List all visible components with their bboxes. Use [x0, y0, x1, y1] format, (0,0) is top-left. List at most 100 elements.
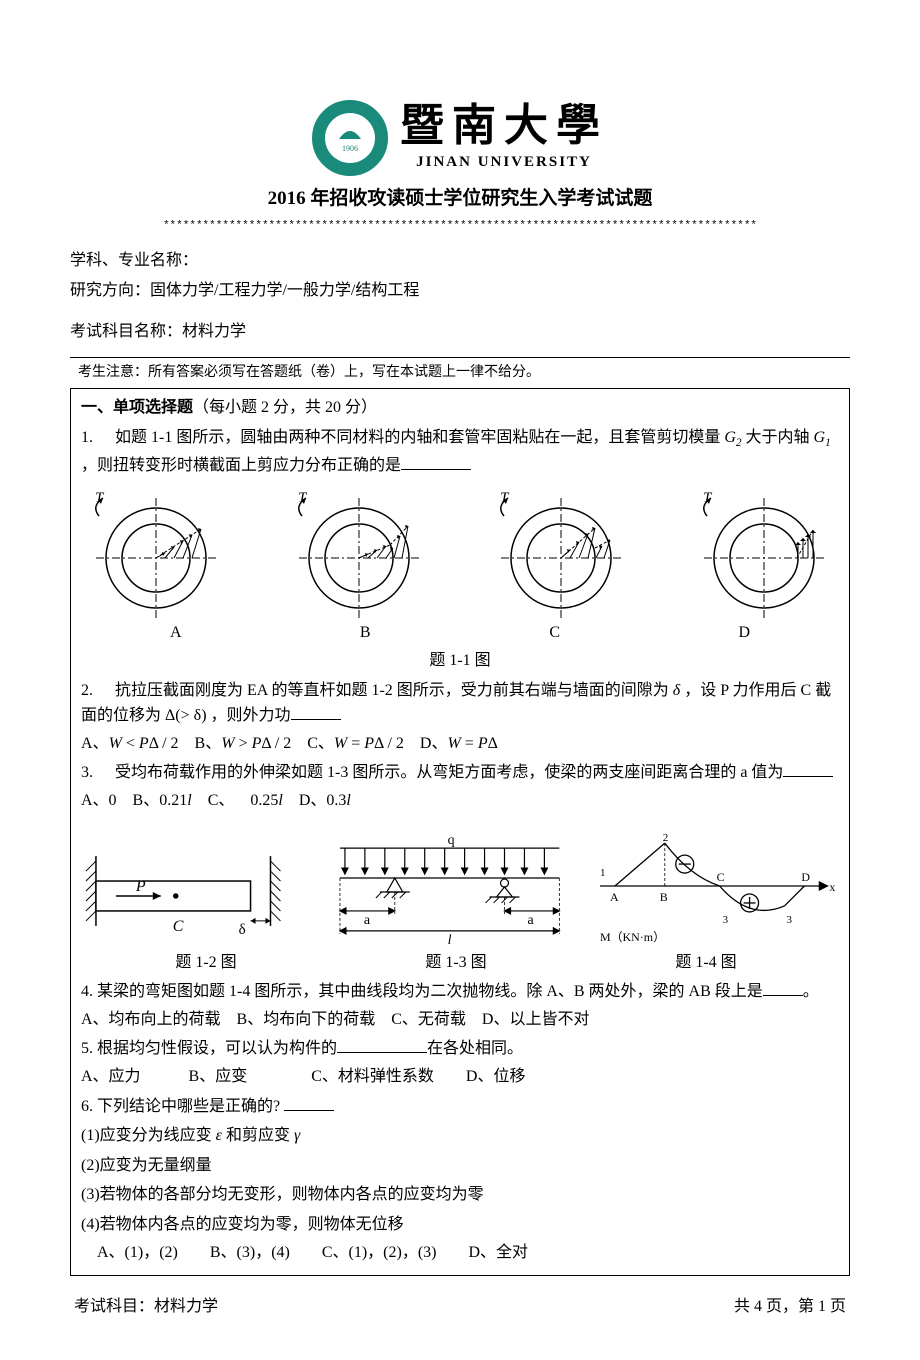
q3-num: 3. [81, 760, 111, 786]
q6-s1-a: (1)应变分为线应变 [81, 1127, 212, 1144]
q1-num: 1. [81, 425, 111, 451]
cap-1-2: 题 1-2 图 [81, 950, 331, 976]
svg-text:x: x [829, 880, 835, 894]
course-value: 材料力学 [182, 323, 246, 340]
section-1-title-rest: （每小题 2 分，共 20 分） [193, 399, 377, 416]
direction-label: 研究方向： [70, 282, 150, 299]
university-name-cn: 暨南大學 [400, 102, 608, 150]
q4-blank [763, 980, 803, 996]
course-line: 考试科目名称：材料力学 [70, 319, 850, 345]
q1-g2: G2 [724, 429, 741, 446]
q1-fig-a: T [81, 488, 231, 618]
q1-blank [401, 454, 471, 470]
question-5: 5. 根据均匀性假设，可以认为构件的 在各处相同。 [81, 1036, 839, 1062]
q1-fig-b: T [284, 488, 434, 618]
q6-options: A、(1)，(2) B、(3)，(4) C、(1)，(2)，(3) D、全对 [81, 1240, 839, 1266]
logo-year: 1906 [342, 143, 358, 156]
q1-text-c: ，则扭转变形时横截面上剪应力分布正确的是 [81, 457, 401, 474]
svg-text:A: A [610, 890, 619, 904]
svg-text:3: 3 [786, 914, 792, 926]
q1-g1: G1 [814, 429, 831, 446]
q2-delta: δ [673, 682, 680, 699]
svg-text:2: 2 [662, 832, 667, 844]
q6-blank [284, 1095, 334, 1111]
q2-text-c: ，则外力功 [211, 707, 291, 724]
cap-1-3: 题 1-3 图 [331, 950, 581, 976]
q6-num: 6. [81, 1098, 93, 1115]
svg-text:a: a [364, 913, 370, 928]
logo-seal: 1906 [312, 100, 388, 176]
logo-seal-inner: 1906 [325, 113, 375, 163]
q3-text: 受均布荷载作用的外伸梁如题 1-3 图所示。从弯矩方面考虑，使梁的两支座间距离合… [115, 764, 783, 781]
svg-text:T: T [703, 490, 713, 506]
footer-left-value: 材料力学 [154, 1298, 218, 1315]
q4-text-a: 某梁的弯矩图如题 1-4 图所示，其中曲线段均为二次抛物线。除 A、B 两处外，… [97, 983, 763, 1000]
notice-box: 考生注意：所有答案必须写在答题纸（卷）上，写在本试题上一律不给分。 [70, 357, 850, 389]
q6-text: 下列结论中哪些是正确的? [97, 1098, 280, 1115]
section-1-title-bold: 一、单项选择题 [81, 399, 193, 416]
q6-s1: (1)应变分为线应变 ε 和剪应变 γ [81, 1123, 839, 1149]
svg-text:C: C [173, 918, 184, 935]
svg-text:D: D [801, 870, 810, 884]
q1-figures: T T [81, 488, 839, 618]
q5-blank [337, 1037, 427, 1053]
page-footer: 考试科目：材料力学 共 4 页，第 1 页 [70, 1294, 850, 1320]
torque-label-a: T [95, 490, 105, 506]
q1-option-labels: A B C D [81, 620, 839, 646]
svg-text:C: C [716, 870, 724, 884]
q1-text-b: 大于内轴 [746, 429, 810, 446]
svg-text:P: P [135, 878, 146, 895]
q1-opt-a: A [101, 620, 251, 646]
q5-text-b: 在各处相同。 [427, 1040, 523, 1057]
direction-line: 研究方向：固体力学/工程力学/一般力学/结构工程 [70, 278, 850, 304]
q2-expr: Δ(> δ) [165, 707, 207, 724]
q1-text-a: 如题 1-1 图所示，圆轴由两种不同材料的内轴和套管牢固粘贴在一起，且套管剪切模… [115, 429, 720, 446]
footer-left: 考试科目：材料力学 [74, 1294, 218, 1320]
svg-text:a: a [528, 913, 534, 928]
q3-options: A、0 B、0.21l C、 0.25l D、0.3l [81, 788, 839, 814]
q6-s3: (3)若物体的各部分均无变形，则物体内各点的应变均为零 [81, 1182, 839, 1208]
q5-text-a: 根据均匀性假设，可以认为构件的 [97, 1040, 337, 1057]
svg-text:B: B [659, 890, 667, 904]
svg-text:M（KN·m）: M（KN·m） [600, 929, 665, 943]
fig-1-3: q a a l [320, 826, 579, 946]
q1-caption: 题 1-1 图 [81, 648, 839, 674]
cap-1-4: 题 1-4 图 [581, 950, 831, 976]
q6-s4: (4)若物体内各点的应变均为零，则物体无位移 [81, 1212, 839, 1238]
section-1-title: 一、单项选择题（每小题 2 分，共 20 分） [81, 395, 839, 421]
svg-text:T: T [298, 490, 308, 506]
q6-eps: ε [216, 1127, 222, 1144]
direction-value: 固体力学/工程力学/一般力学/结构工程 [150, 282, 419, 299]
q2-text-a: 抗拉压截面刚度为 EA 的等直杆如题 1-2 图所示，受力前其右端与墙面的间隙为 [115, 682, 669, 699]
question-2: 2. 抗拉压截面刚度为 EA 的等直杆如题 1-2 图所示，受力前其右端与墙面的… [81, 678, 839, 729]
university-name-en: JINAN UNIVERSITY [416, 150, 592, 174]
svg-text:3: 3 [722, 914, 728, 926]
svg-text:1: 1 [600, 867, 605, 879]
q6-s1-b: 和剪应变 [226, 1127, 290, 1144]
question-1: 1. 如题 1-1 图所示，圆轴由两种不同材料的内轴和套管牢固粘贴在一起，且套管… [81, 425, 839, 479]
svg-text:δ: δ [239, 921, 246, 937]
question-3: 3. 受均布荷载作用的外伸梁如题 1-3 图所示。从弯矩方面考虑，使梁的两支座间… [81, 760, 839, 786]
q4-options: A、均布向上的荷载 B、均布向下的荷载 C、无荷载 D、以上皆不对 [81, 1007, 839, 1033]
q4-num: 4. [81, 983, 93, 1000]
question-4: 4. 某梁的弯矩图如题 1-4 图所示，其中曲线段均为二次抛物线。除 A、B 两… [81, 979, 839, 1005]
q2-options: A、W < PΔ / 2 B、W > PΔ / 2 C、W = PΔ / 2 D… [81, 731, 839, 757]
q1-opt-c: C [480, 620, 630, 646]
q5-options: A、应力 B、应变 C、材料弹性系数 D、位移 [81, 1064, 839, 1090]
exam-title: 2016 年招收攻读硕士学位研究生入学考试试题 [70, 184, 850, 214]
footer-left-label: 考试科目： [74, 1298, 154, 1315]
content-box: 一、单项选择题（每小题 2 分，共 20 分） 1. 如题 1-1 图所示，圆轴… [70, 389, 850, 1276]
q2-num: 2. [81, 678, 111, 704]
university-name: 暨南大學 JINAN UNIVERSITY [400, 102, 608, 174]
q1-opt-d: D [669, 620, 819, 646]
q5-num: 5. [81, 1040, 93, 1057]
q1-opt-b: B [290, 620, 440, 646]
footer-right: 共 4 页，第 1 页 [734, 1294, 846, 1320]
q4-text-b: 。 [803, 983, 819, 1000]
svg-text:T: T [500, 490, 510, 506]
course-label: 考试科目名称： [70, 323, 182, 340]
figs-row-2: P C δ [81, 826, 839, 946]
q1-fig-d: T [689, 488, 839, 618]
q2-blank [291, 704, 341, 720]
svg-text:l: l [448, 932, 452, 945]
